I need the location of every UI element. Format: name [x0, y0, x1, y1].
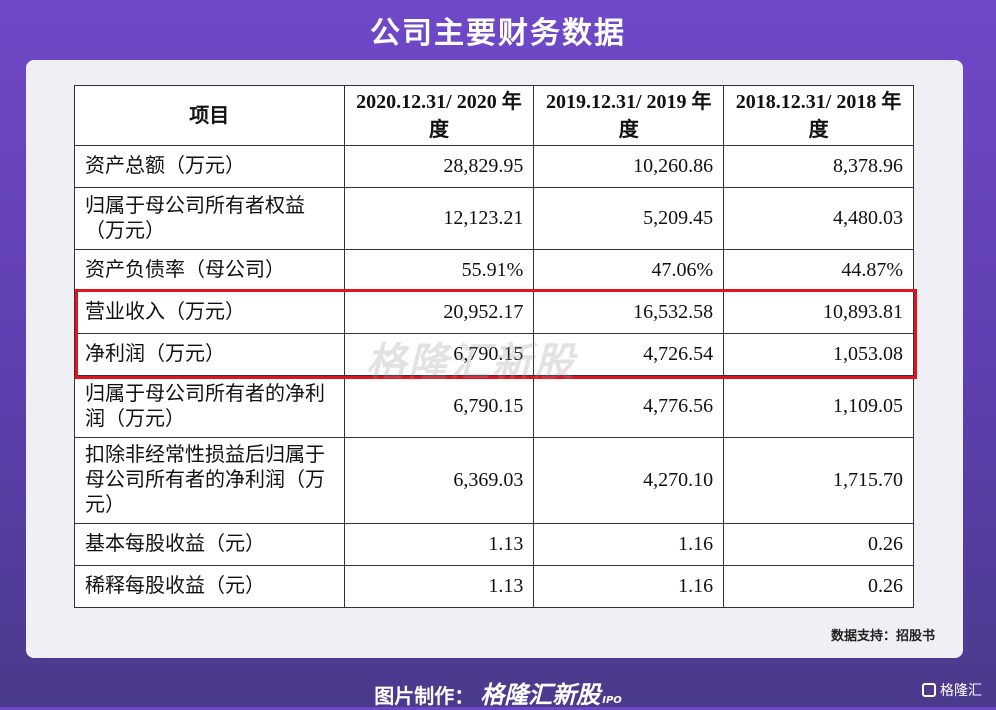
corner-logo-text: 格隆汇	[940, 683, 982, 699]
row-label: 资产总额（万元）	[74, 145, 345, 188]
cell-2019: 4,776.56	[533, 375, 725, 438]
cell-2018: 0.26	[723, 523, 914, 566]
footer-credit: 图片制作： 格隆汇新股 IPO	[0, 675, 996, 710]
table-row: 归属于母公司所有者的净利润（万元） 6,790.15 4,776.56 1,10…	[74, 375, 914, 438]
table-row: 营业收入（万元） 20,952.17 16,532.58 10,893.81	[74, 291, 914, 334]
table-row: 资产总额（万元） 28,829.95 10,260.86 8,378.96	[74, 145, 914, 188]
table-row: 扣除非经常性损益后归属于母公司所有者的净利润（万元） 6,369.03 4,27…	[74, 437, 914, 524]
cell-2018: 8,378.96	[723, 145, 914, 188]
cell-2019: 47.06%	[533, 249, 725, 292]
row-label: 归属于母公司所有者的净利润（万元）	[74, 375, 345, 438]
cell-2019: 4,270.10	[533, 437, 725, 524]
row-label: 归属于母公司所有者权益（万元）	[74, 187, 345, 250]
cell-2018: 1,109.05	[723, 375, 914, 438]
footer-prefix: 图片制作：	[374, 684, 475, 708]
cell-2020: 28,829.95	[343, 145, 535, 188]
cell-2020: 55.91%	[343, 249, 535, 292]
footer-brand: 格隆汇新股	[480, 681, 601, 709]
row-label: 资产负债率（母公司）	[74, 249, 345, 292]
header-2018: 2018.12.31/ 2018 年度	[723, 85, 914, 146]
footer-ipo: IPO	[602, 695, 622, 706]
table-row: 基本每股收益（元） 1.13 1.16 0.26	[74, 523, 914, 566]
page-title: 公司主要财务数据	[370, 16, 626, 51]
row-label: 净利润（万元）	[74, 333, 345, 376]
financial-table: 项目 2020.12.31/ 2020 年度 2019.12.31/ 2019 …	[74, 85, 914, 608]
cell-2019: 4,726.54	[533, 333, 725, 376]
table-row: 归属于母公司所有者权益（万元） 12,123.21 5,209.45 4,480…	[74, 187, 914, 250]
cell-2020: 1.13	[343, 523, 535, 566]
row-label: 稀释每股收益（元）	[74, 565, 345, 608]
header-2019: 2019.12.31/ 2019 年度	[533, 85, 725, 146]
corner-logo: 格隆汇	[922, 680, 982, 700]
row-label: 基本每股收益（元）	[74, 523, 345, 566]
cell-2019: 1.16	[533, 523, 725, 566]
cell-2019: 1.16	[533, 565, 725, 608]
source-note: 数据支持：招股书	[830, 629, 935, 644]
cell-2018: 0.26	[723, 565, 914, 608]
cell-2020: 12,123.21	[343, 187, 535, 250]
content-card: 项目 2020.12.31/ 2020 年度 2019.12.31/ 2019 …	[26, 60, 963, 658]
cell-2020: 6,369.03	[343, 437, 535, 524]
row-label: 扣除非经常性损益后归属于母公司所有者的净利润（万元）	[74, 437, 345, 524]
cell-2020: 6,790.15	[343, 333, 535, 376]
table-row: 净利润（万元） 6,790.15 4,726.54 1,053.08	[74, 333, 914, 376]
cell-2020: 6,790.15	[343, 375, 535, 438]
row-label: 营业收入（万元）	[74, 291, 345, 334]
table-row: 稀释每股收益（元） 1.13 1.16 0.26	[74, 565, 914, 608]
header-item: 项目	[74, 85, 345, 146]
cell-2019: 10,260.86	[533, 145, 725, 188]
table-row: 资产负债率（母公司） 55.91% 47.06% 44.87%	[74, 249, 914, 292]
cell-2018: 4,480.03	[723, 187, 914, 250]
cell-2018: 44.87%	[723, 249, 914, 292]
cell-2018: 10,893.81	[723, 291, 914, 334]
cell-2020: 1.13	[343, 565, 535, 608]
cell-2019: 5,209.45	[533, 187, 725, 250]
cell-2019: 16,532.58	[533, 291, 725, 334]
cell-2020: 20,952.17	[343, 291, 535, 334]
cell-2018: 1,715.70	[723, 437, 914, 524]
logo-icon	[922, 683, 936, 697]
header-2020: 2020.12.31/ 2020 年度	[343, 85, 535, 146]
table-header-row: 项目 2020.12.31/ 2020 年度 2019.12.31/ 2019 …	[74, 85, 914, 146]
cell-2018: 1,053.08	[723, 333, 914, 376]
